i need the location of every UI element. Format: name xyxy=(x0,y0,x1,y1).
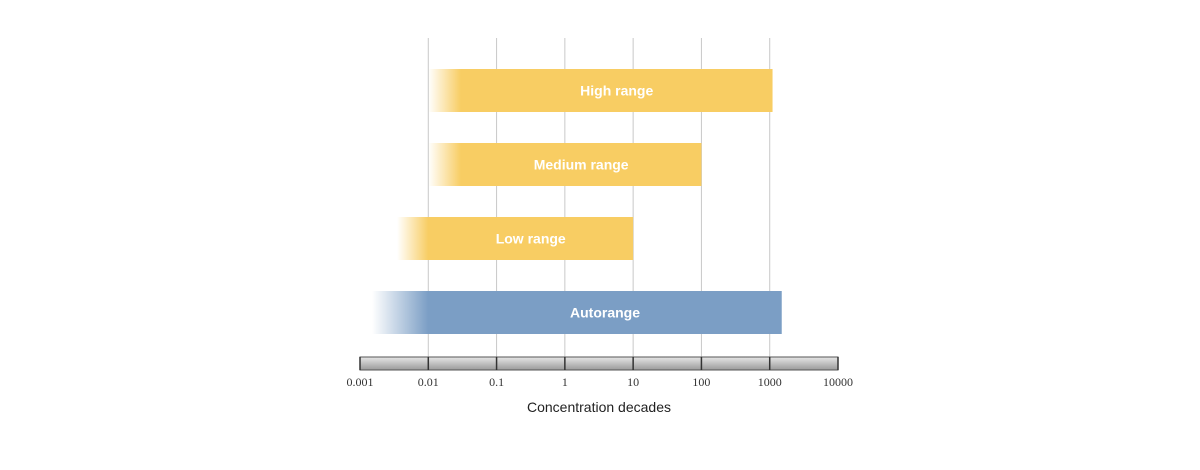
tick-label: 100 xyxy=(692,375,710,389)
range-bar xyxy=(428,69,773,112)
range-bar xyxy=(428,143,702,186)
bar-label: Low range xyxy=(496,231,566,247)
bar-label: High range xyxy=(580,83,653,99)
axis-scale-bar xyxy=(359,356,839,371)
x-axis-title: Concentration decades xyxy=(527,399,671,415)
tick-label: 1000 xyxy=(758,375,782,389)
tick-label: 0.001 xyxy=(347,375,374,389)
tick-label: 10 xyxy=(627,375,639,389)
tick-label: 0.1 xyxy=(489,375,504,389)
range-bar xyxy=(397,217,634,260)
tick-label: 10000 xyxy=(823,375,853,389)
range-bars: High range Medium range Low range Autorange xyxy=(372,69,782,334)
bar-label: Medium range xyxy=(534,157,629,173)
tick-label: 0.01 xyxy=(418,375,439,389)
range-bar xyxy=(372,291,782,334)
tick-label: 1 xyxy=(562,375,568,389)
x-axis: 0.001 0.01 0.1 1 10 100 1000 10000 xyxy=(347,356,853,389)
bar-label: Autorange xyxy=(570,305,640,321)
